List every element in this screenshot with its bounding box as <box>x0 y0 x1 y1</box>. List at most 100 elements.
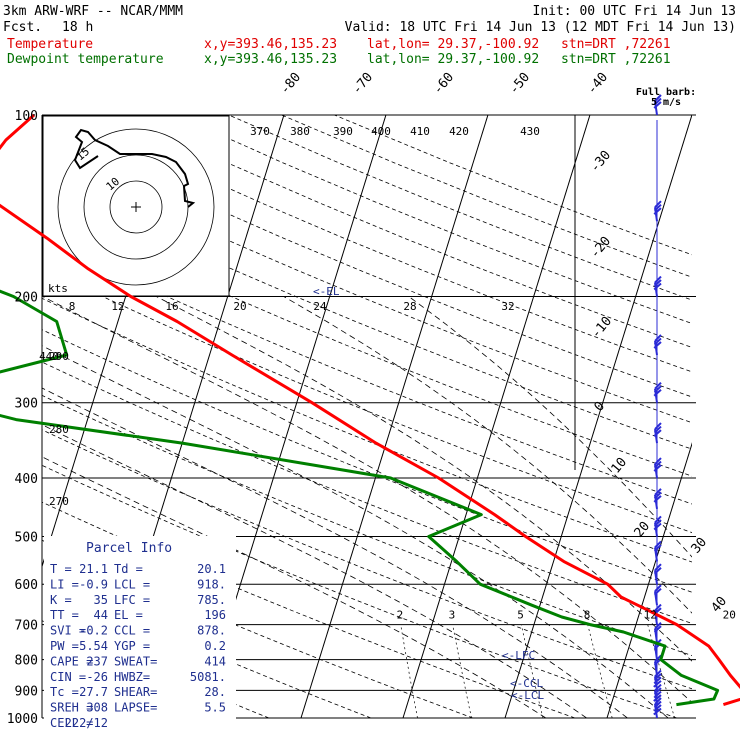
pressure-label: 200 <box>15 291 38 306</box>
barb-legend-value: 5 m/s <box>651 97 681 108</box>
isotherm-label: 0 <box>592 399 609 415</box>
speed-scale-label: 20 <box>233 300 246 313</box>
wind-barb-flag <box>653 707 662 716</box>
parcel-info-cell: -0.9 <box>79 577 108 591</box>
pressure-label: 500 <box>15 530 38 545</box>
theta-label: 270 <box>49 495 69 508</box>
wind-barb-flag <box>654 422 662 430</box>
wind-barb-flag <box>653 385 662 393</box>
hodograph-trace <box>73 128 196 208</box>
parcel-info-cell: SVI = <box>50 624 86 638</box>
wind-barb-flag <box>654 540 662 549</box>
wind-barb-flag <box>653 690 662 699</box>
theta-label: 370 <box>250 125 270 138</box>
parcel-info-cell: Tc = <box>50 685 79 699</box>
parcel-info-cell: CELL = <box>50 716 93 730</box>
isotherm-line <box>504 115 692 718</box>
mixing-ratio-line <box>452 624 472 718</box>
wind-barb-flag <box>653 676 662 685</box>
wind-barb-flag <box>653 101 662 109</box>
speed-scale-label: 24 <box>313 300 327 313</box>
wind-barb-flag <box>653 587 662 596</box>
theta-label: 430 <box>520 125 540 138</box>
wind-barb <box>653 94 662 116</box>
theta-label: 280 <box>49 423 69 436</box>
level-marker-label: <-CCL <box>510 677 543 690</box>
wind-barb-flag <box>653 704 662 712</box>
wind-barb-flag <box>653 519 662 527</box>
parcel-info-cell: -26 <box>86 670 108 684</box>
pressure-label: 900 <box>15 684 38 699</box>
wind-barb-flag <box>653 341 662 349</box>
parcel-info-cell: 5.54 <box>79 639 108 653</box>
dry-adiabat <box>42 180 692 450</box>
isotherm-line <box>300 115 489 718</box>
dry-adiabat <box>42 297 692 563</box>
wind-barb-flag <box>654 488 662 496</box>
wind-barb-flag <box>653 388 662 397</box>
theta-label: 420 <box>449 125 469 138</box>
forecast-label: Fcst. <box>3 20 42 35</box>
isotherm-label: -30 <box>588 148 615 176</box>
wind-barb <box>653 683 662 705</box>
wind-barb <box>653 697 662 719</box>
pressure-label: 100 <box>15 109 38 124</box>
pressure-label: 800 <box>15 654 38 669</box>
parcel-info-cell: 44 <box>94 608 108 622</box>
wind-barb-flag <box>653 495 662 503</box>
wind-barb-flag <box>653 544 662 552</box>
parcel-info-cell: 918. <box>197 577 226 591</box>
isotherm-label: -40 <box>585 70 612 98</box>
level-marker-label: <-LCL <box>511 689 544 702</box>
wind-barb-flag <box>654 457 662 465</box>
chart-grid <box>41 114 696 719</box>
parcel-info-cell: 237 <box>86 654 108 668</box>
parcel-info-cell: EL = <box>114 608 143 622</box>
parcel-info-cell: K = <box>50 593 72 607</box>
wind-barb-flag <box>653 673 662 681</box>
wind-barb <box>653 334 662 356</box>
wind-barb-flag <box>654 621 662 630</box>
wind-barb <box>653 457 662 479</box>
speed-scale-label: 8 <box>69 300 76 313</box>
temperature-xy: x,y=393.46,135.23 <box>204 37 337 52</box>
forecast-hour: 18 h <box>62 20 93 35</box>
wind-barb-flag <box>653 282 662 291</box>
parcel-info-cell: TT = <box>50 608 79 622</box>
dry-adiabat <box>228 115 692 301</box>
parcel-info-cell: 28. <box>204 685 226 699</box>
dry-adiabat <box>42 126 692 398</box>
wind-barb <box>653 381 662 403</box>
isotherm-label: -70 <box>350 70 377 98</box>
isotherm-label: -80 <box>278 70 305 98</box>
speed-scale-label: 32 <box>501 300 514 313</box>
parcel-info-cell: 414 <box>204 654 226 668</box>
model-title: 3km ARW-WRF -- NCAR/MMM <box>3 4 183 19</box>
dry-adiabat <box>42 329 692 593</box>
parcel-info-cell: SREH = <box>50 701 93 715</box>
wind-barb-flag <box>653 425 662 434</box>
parcel-info-cell: 222/12 <box>65 716 108 730</box>
mixing-ratio-label: 3 <box>449 609 456 622</box>
wind-barb-flag <box>654 94 662 102</box>
isotherm-label: -50 <box>507 70 534 98</box>
isotherm-line <box>606 442 692 718</box>
pressure-label: 1000 <box>7 712 38 727</box>
wind-barb-flag <box>654 275 662 284</box>
parcel-info-cell: CIN = <box>50 670 86 684</box>
wind-barb <box>653 200 662 222</box>
wind-barb <box>653 422 662 444</box>
wind-barb-flag <box>653 700 662 709</box>
wind-barb-flag <box>653 279 662 287</box>
parcel-info-cell: -0.2 <box>79 624 108 638</box>
dry-adiabat <box>281 115 692 278</box>
parcel-info-cell: 196 <box>204 608 226 622</box>
pressure-label: 600 <box>15 578 38 593</box>
parcel-info-cell: LAPSE= <box>114 701 157 715</box>
isotherm-label: 30 <box>689 535 711 557</box>
parcel-info-cell: HWBZ= <box>114 670 150 684</box>
moist-adiabat <box>156 296 692 662</box>
init-time: Init: 00 UTC Fri 14 Jun 13 <box>533 4 737 19</box>
